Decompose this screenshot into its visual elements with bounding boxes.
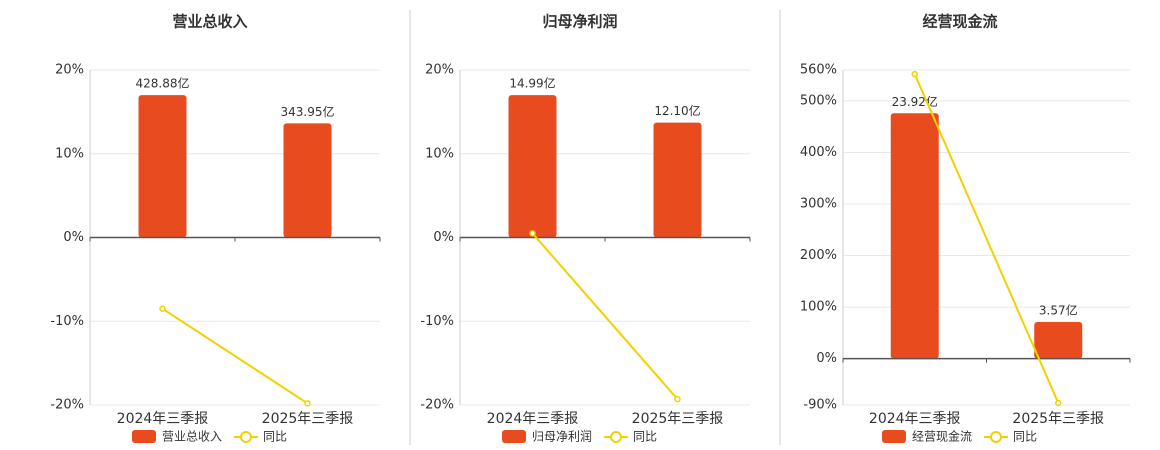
bar (653, 122, 702, 238)
legend-swatch (132, 430, 156, 443)
point (304, 400, 311, 407)
point (159, 305, 166, 312)
x-tick-label: 2025年三季报 (632, 411, 724, 427)
point (674, 395, 681, 403)
chart-title: 营业总收入 (172, 13, 247, 31)
legend-label: 同比 (633, 430, 657, 444)
y-tick-label: 560% (800, 63, 837, 78)
x-tick-label: 2025年三季报 (1012, 411, 1104, 427)
y-tick-label: 10% (55, 146, 84, 161)
bar (1034, 322, 1083, 359)
x-tick-label: 2024年三季报 (869, 411, 961, 427)
value-label: 23.92亿 (892, 94, 938, 109)
y-tick-label: 400% (800, 145, 837, 160)
y-tick-label: -10% (50, 314, 84, 329)
legend-label: 归母净利润 (532, 430, 592, 444)
line (531, 232, 679, 400)
point (911, 70, 918, 78)
y-tick-label: -10% (420, 314, 454, 329)
legend-marker (990, 431, 1002, 443)
point (529, 230, 536, 237)
bar (138, 95, 187, 238)
legend-label: 同比 (263, 430, 287, 444)
bar (508, 95, 557, 238)
line (913, 73, 1060, 404)
x-tick-label: 2024年三季报 (487, 411, 579, 427)
y-tick-label: 100% (800, 300, 837, 315)
x-tick-label: 2024年三季报 (117, 411, 209, 427)
x-tick-label: 2025年三季报 (262, 411, 354, 427)
y-tick-label: 0% (816, 351, 837, 366)
legend-marker (610, 431, 622, 443)
legend-marker (240, 431, 252, 443)
y-tick-label: -20% (50, 398, 84, 413)
value-label: 14.99亿 (509, 76, 555, 91)
bar (890, 113, 939, 359)
y-tick-label: -20% (420, 398, 454, 413)
value-label: 428.88亿 (136, 76, 190, 91)
legend-label: 同比 (1013, 430, 1037, 444)
y-tick-label: 0% (433, 230, 454, 245)
y-tick-label: 20% (425, 63, 454, 78)
bar (283, 123, 332, 238)
y-tick-label: 200% (800, 248, 837, 263)
y-tick-label: 10% (425, 146, 454, 161)
value-label: 3.57亿 (1039, 303, 1078, 318)
value-label: 12.10亿 (654, 103, 700, 118)
y-tick-label: -90% (803, 398, 837, 413)
y-tick-label: 500% (800, 93, 837, 108)
value-label: 343.95亿 (281, 104, 335, 119)
line (161, 307, 309, 405)
legend-swatch (502, 430, 526, 443)
y-tick-label: 300% (800, 197, 837, 212)
legend-label: 经营现金流 (912, 429, 972, 444)
legend-swatch (882, 430, 906, 443)
y-tick-label: 20% (55, 63, 84, 78)
legend-label: 营业总收入 (162, 430, 222, 444)
y-tick-label: 0% (63, 230, 84, 245)
chart-title: 经营现金流 (922, 13, 997, 31)
chart-title: 归母净利润 (542, 13, 617, 31)
point (1055, 399, 1062, 407)
